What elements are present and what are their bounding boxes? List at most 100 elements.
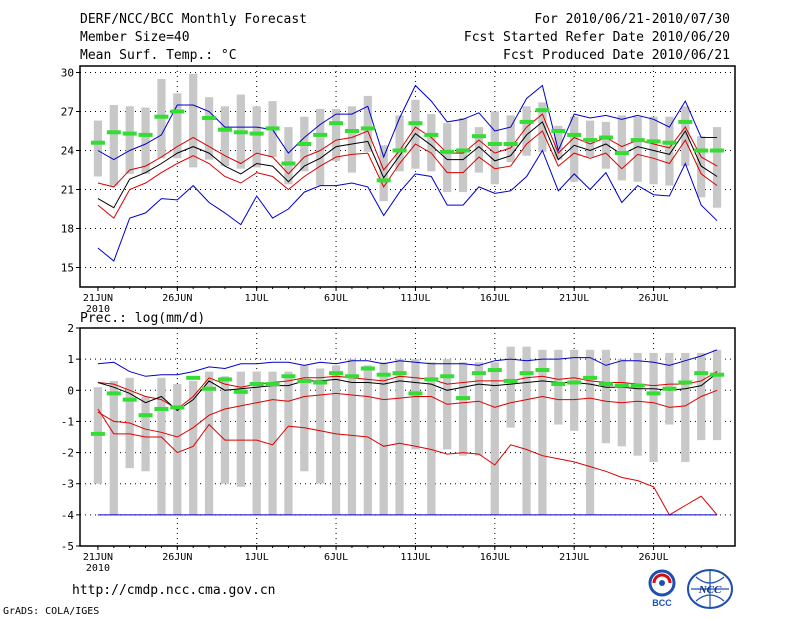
source-url[interactable]: http://cmdp.ncc.cma.gov.cn [72, 583, 276, 598]
observed-mark [598, 382, 613, 387]
observed-mark [138, 413, 153, 418]
observed-mark [440, 374, 455, 379]
observed-mark [360, 126, 375, 131]
x-tick-label: 1JUL [245, 293, 269, 304]
ensemble-box [490, 362, 499, 515]
series-line-max [97, 349, 718, 377]
x-tick-label: 26JUN [162, 293, 192, 304]
ensemble-box [204, 97, 214, 160]
ensemble-box [220, 106, 230, 167]
ensemble-box [458, 118, 468, 193]
observed-mark [471, 134, 486, 139]
series-line-min [97, 149, 718, 262]
ensemble-box [125, 106, 134, 174]
y-tick-label: 1 [67, 353, 74, 366]
ensemble-box [379, 362, 388, 515]
ensemble-box [554, 349, 563, 425]
observed-mark [535, 368, 550, 373]
ensemble-box [570, 116, 579, 182]
y-tick-label: 30 [61, 67, 74, 80]
x-tick-label: 26JUL [639, 552, 669, 563]
observed-mark [106, 391, 121, 396]
observed-mark [154, 114, 169, 119]
ensemble-box [681, 352, 690, 462]
observed-mark [138, 132, 153, 137]
ensemble-box [331, 365, 341, 515]
observed-mark [424, 377, 439, 382]
observed-mark [170, 109, 185, 114]
forecast-period: For 2010/06/21-2010/07/30 [534, 12, 730, 27]
observed-mark [186, 375, 201, 380]
plot-frame [79, 327, 736, 547]
ensemble-box [379, 145, 388, 202]
series-line-mean [97, 372, 718, 412]
x-tick-label: 16JUL [480, 552, 510, 563]
ensemble-box [601, 349, 611, 444]
ensemble-box [300, 365, 309, 472]
observed-mark [344, 374, 359, 379]
x-tick-label: 21JUL [559, 293, 589, 304]
ncc-logo: NCC [687, 569, 733, 609]
ensemble-box [474, 362, 484, 456]
ensemble-box [712, 127, 722, 208]
observed-mark [456, 148, 471, 153]
ensemble-box [141, 396, 150, 472]
ensemble-box [395, 359, 404, 515]
observed-mark [313, 380, 328, 385]
observed-mark [630, 138, 645, 143]
ensemble-box [649, 352, 658, 462]
ensemble-box [173, 93, 182, 159]
ensemble-box [522, 106, 531, 156]
ensemble-box [189, 380, 198, 515]
ensemble-box [458, 362, 468, 456]
observed-mark [233, 389, 248, 394]
y-tick-label: -1 [61, 415, 74, 428]
series-line-upper [97, 113, 718, 188]
y-tick-label: 27 [61, 106, 74, 119]
observed-mark [408, 391, 423, 396]
x-tick-label: 16JUL [480, 293, 510, 304]
observed-mark [217, 127, 232, 132]
series-line-max [97, 84, 718, 161]
ensemble-box [474, 127, 484, 173]
ensemble-box [633, 352, 642, 456]
observed-mark [265, 382, 280, 387]
observed-mark [360, 366, 375, 371]
observed-mark [646, 391, 661, 396]
plot-frame [79, 65, 736, 288]
series-line-upper [97, 371, 718, 410]
y-tick-label: 15 [61, 262, 74, 275]
ensemble-box [236, 371, 245, 487]
ensemble-box [252, 106, 261, 168]
x-tick-label: 26JUN [162, 552, 192, 563]
observed-mark [503, 378, 518, 383]
y-tick-label: 2 [67, 322, 74, 335]
observed-mark [678, 380, 693, 385]
observed-mark [551, 382, 566, 387]
ensemble-box [506, 346, 515, 428]
x-tick-label: 26JUL [639, 293, 669, 304]
series-line-lower [97, 389, 718, 438]
observed-mark [567, 132, 582, 137]
observed-mark [122, 397, 137, 402]
x-tick-label: 1JUL [245, 552, 269, 563]
ensemble-box [617, 115, 626, 181]
panel-precipitation: -5 -4 -3 -2 -1 0 1 2 21JUN 26JUN 1JUL 6JUL 11JUL 16JU… [61, 322, 736, 574]
observed-mark [249, 382, 264, 387]
observed-mark [694, 148, 709, 153]
start-date: Fcst Started Refer Date 2010/06/20 [463, 30, 730, 45]
observed-mark [313, 132, 328, 137]
ensemble-box [554, 125, 563, 160]
ensemble-box [538, 102, 547, 152]
member-size: Member Size=40 [80, 30, 190, 45]
ensemble-box [633, 116, 642, 182]
series-line-lower [97, 130, 718, 219]
x-tick-label: 21JUN [83, 552, 113, 563]
ensemble-box [347, 359, 357, 515]
ensemble-box [585, 349, 595, 515]
y-tick-label: 18 [61, 223, 74, 236]
observed-mark [106, 130, 121, 135]
y-tick-label: 21 [61, 184, 74, 197]
observed-mark [408, 121, 423, 126]
observed-mark [694, 371, 709, 376]
